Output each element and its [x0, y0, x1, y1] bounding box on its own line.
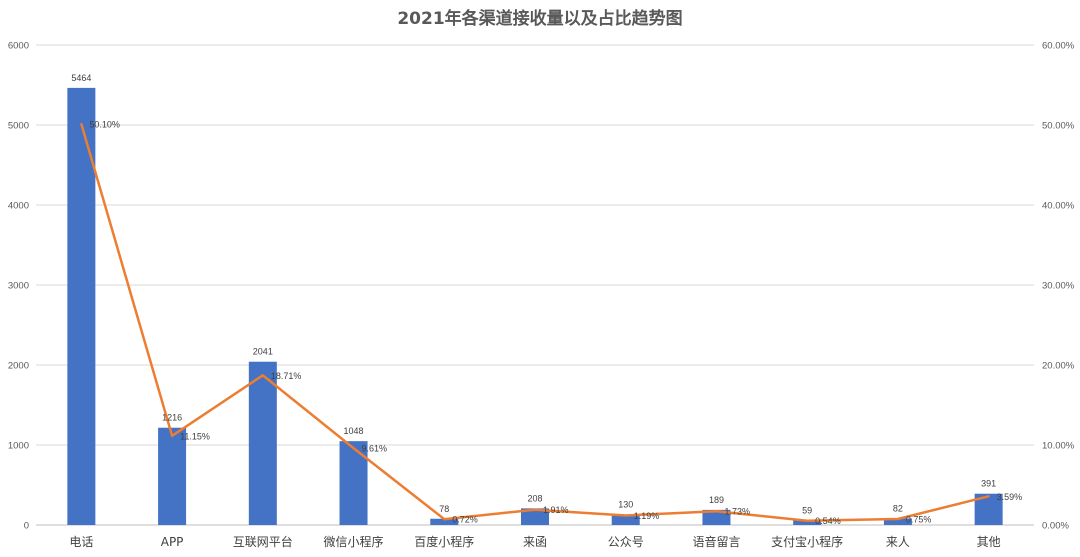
bar-value-label: 189 — [709, 495, 724, 505]
category-label: 百度小程序 — [414, 534, 474, 549]
y2-tick-label: 60.00% — [1042, 41, 1075, 52]
bar-value-label: 208 — [527, 493, 542, 503]
bar-9 — [883, 518, 912, 525]
y-tick-label: 6000 — [8, 41, 29, 52]
category-label: 来函 — [523, 535, 547, 549]
bar-7 — [702, 509, 731, 525]
line-percent-label: 3.59% — [997, 492, 1023, 502]
bar-8 — [793, 520, 822, 525]
y-tick-label: 4000 — [8, 201, 29, 212]
bar-value-label: 391 — [981, 479, 996, 489]
bar-0 — [67, 87, 96, 525]
category-label: 微信小程序 — [324, 534, 384, 549]
line-percent-label: 18.71% — [271, 371, 302, 381]
y2-tick-label: 0.00% — [1042, 521, 1069, 532]
line-percent-label: 1.19% — [634, 511, 660, 521]
y-tick-label: 0 — [24, 521, 29, 532]
bars-layer — [67, 87, 1003, 525]
bar-value-label: 5464 — [71, 73, 91, 83]
line-percent-label: 9.61% — [362, 444, 388, 454]
labels-layer: 0 1000 2000 3000 4000 5000 6000 0.00% 10.00% 20.0… — [8, 41, 1075, 550]
bar-value-label: 1048 — [344, 426, 364, 436]
bar-1 — [158, 427, 187, 525]
gridlines-layer — [36, 44, 1034, 526]
y-tick-label: 5000 — [8, 121, 29, 132]
chart-title: 2021年各渠道接收量以及占比趋势图 — [397, 8, 682, 29]
line-percent-label: 0.54% — [815, 516, 841, 526]
category-label: 语音留言 — [692, 534, 740, 549]
bar-value-label: 59 — [802, 505, 812, 515]
line-percent-label: 11.15% — [180, 431, 210, 441]
y2-tick-label: 50.00% — [1042, 121, 1075, 132]
y-tick-label: 1000 — [8, 441, 29, 452]
bar-6 — [611, 514, 640, 525]
y-tick-label: 2000 — [8, 361, 29, 372]
y2-tick-label: 30.00% — [1042, 281, 1075, 292]
category-label: 公众号 — [608, 535, 644, 549]
category-label: APP — [161, 535, 184, 549]
bar-4 — [430, 518, 459, 525]
y2-tick-label: 10.00% — [1042, 441, 1075, 452]
bar-2 — [248, 361, 277, 525]
bar-value-label: 78 — [439, 504, 449, 514]
bar-value-label: 82 — [893, 503, 903, 513]
bar-value-label: 1216 — [162, 413, 182, 423]
line-percent-label: 50.10% — [89, 120, 120, 130]
bar-5 — [521, 508, 549, 525]
line-percent-label: 1.73% — [724, 507, 750, 517]
line-layer — [80, 122, 990, 522]
line-percent-label: 1.91% — [543, 505, 569, 515]
bar-value-label: 2041 — [253, 347, 273, 357]
bar-value-label: 130 — [618, 500, 633, 510]
y2-tick-label: 20.00% — [1042, 361, 1075, 372]
bar-3 — [339, 441, 368, 525]
line-percent-label: 0.72% — [452, 515, 478, 525]
category-label: 电话 — [69, 535, 93, 549]
category-label: 其他 — [977, 535, 1001, 549]
category-label: 来人 — [886, 535, 910, 549]
line-percent-label: 0.75% — [906, 515, 932, 525]
y-tick-label: 3000 — [8, 281, 29, 292]
category-label: 互联网平台 — [233, 534, 293, 549]
percentage-line — [80, 122, 990, 522]
category-label: 支付宝小程序 — [771, 534, 843, 549]
y2-tick-label: 40.00% — [1042, 201, 1075, 212]
